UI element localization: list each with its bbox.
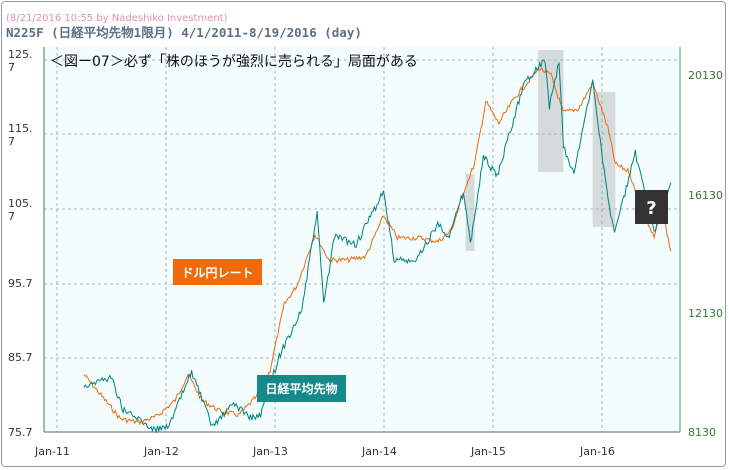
- x-tick-label: Jan-15: [470, 445, 506, 458]
- x-tick-label: Jan-11: [34, 445, 70, 458]
- nikkei-series-label-text: 日経平均先物: [265, 381, 337, 396]
- watermark-text: (8/21/2016 10:55 by Nadeshiko Investment…: [6, 13, 228, 24]
- highlight-region: [465, 174, 475, 251]
- question-badge: ?: [635, 190, 668, 224]
- y-left-tick-label: 85.7: [8, 351, 33, 364]
- y-right-tick-label: 12130: [688, 307, 723, 320]
- y-right-tick-label: 16130: [688, 189, 723, 202]
- yen-series-label: ドル円レート: [173, 259, 262, 285]
- x-tick-label: Jan-13: [252, 445, 288, 458]
- y-right-tick-label: 8130: [688, 426, 716, 439]
- y-left-tick-label: 115. 7: [8, 122, 33, 148]
- y-left-tick-label: 125. 7: [8, 48, 33, 74]
- nikkei-series-label: 日経平均先物: [257, 375, 346, 402]
- question-badge-text: ?: [646, 198, 656, 219]
- x-tick-label: Jan-14: [361, 445, 397, 458]
- series-line-yen: [83, 67, 672, 426]
- yen-series-label-text: ドル円レート: [181, 266, 253, 280]
- series-line-nikkei: [83, 59, 672, 434]
- y-left-tick-label: 95.7: [8, 277, 33, 290]
- y-left-tick-label: 75.7: [8, 426, 33, 439]
- chart-heading: ＜図ー07＞必ず「株のほうが強烈に売られる」局面がある: [50, 54, 418, 70]
- x-tick-label: Jan-16: [579, 445, 615, 458]
- y-right-tick-label: 20130: [688, 69, 723, 82]
- plot-area: [44, 47, 680, 432]
- x-tick-label: Jan-12: [143, 445, 179, 458]
- chart-title: N225F (日経平均先物1限月) 4/1/2011-8/19/2016 (da…: [6, 25, 362, 40]
- y-left-tick-label: 105. 7: [8, 197, 33, 223]
